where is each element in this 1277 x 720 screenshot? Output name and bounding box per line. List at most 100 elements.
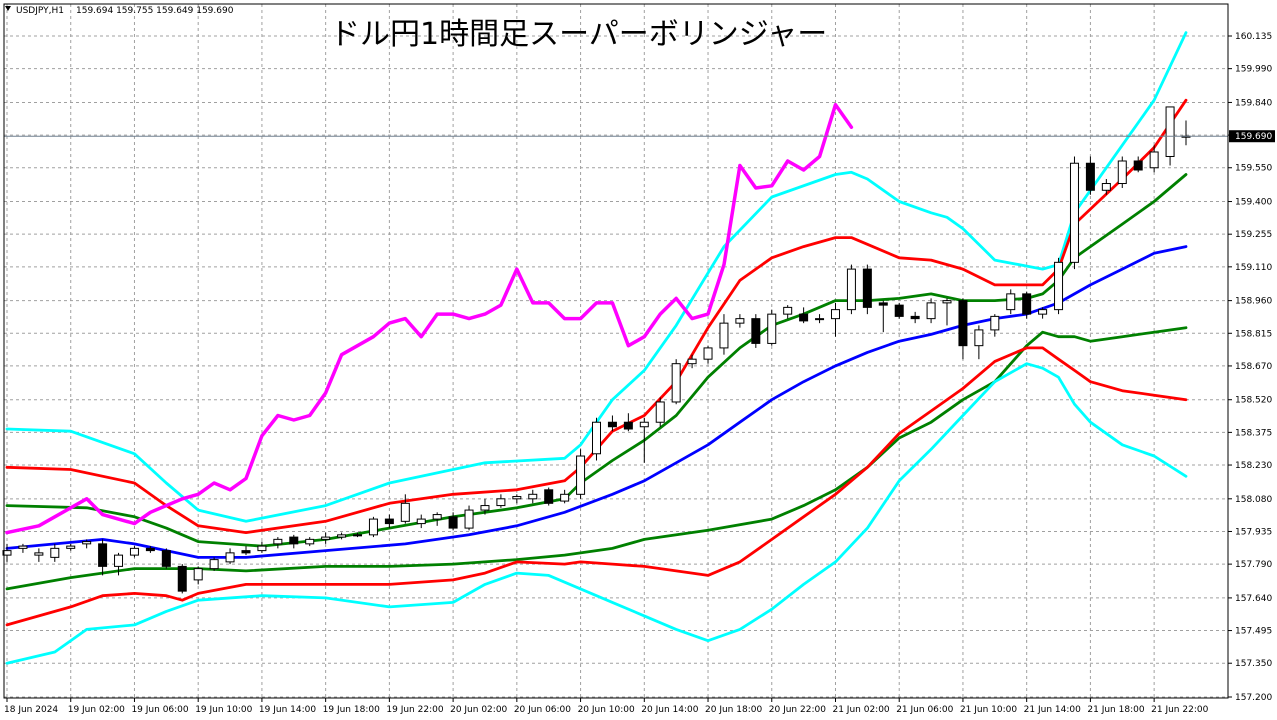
candle: [289, 534, 299, 549]
candle: [974, 325, 984, 360]
x-tick-label: 18 Jun 2024: [4, 705, 58, 715]
candle-body: [751, 318, 761, 344]
candle-body: [1101, 183, 1111, 191]
candle-body: [878, 302, 888, 306]
candle-body: [512, 496, 522, 500]
candle-body: [432, 514, 442, 520]
series-line-2: [5, 173, 1188, 548]
candle: [34, 548, 44, 562]
y-tick-label: 157.350: [1235, 659, 1272, 669]
candle: [305, 537, 315, 547]
candle: [671, 359, 681, 405]
candle-body: [114, 554, 124, 567]
candle-body: [576, 455, 586, 495]
candle: [1101, 179, 1111, 195]
candle: [544, 487, 554, 506]
candle: [82, 539, 92, 549]
y-tick-label: 159.840: [1235, 98, 1272, 108]
candle: [1054, 257, 1064, 315]
candle-body: [257, 545, 267, 552]
candle: [990, 314, 1000, 337]
y-tick-label: 159.400: [1235, 198, 1272, 208]
candle-body: [305, 538, 315, 545]
candle-body: [735, 318, 745, 324]
candle-body: [846, 268, 856, 311]
bollinger-bands: [5, 31, 1188, 665]
candle: [337, 532, 347, 540]
candle-body: [655, 401, 665, 423]
candle-body: [942, 300, 952, 304]
candle-body: [145, 547, 155, 552]
candle: [161, 548, 171, 569]
candle: [2, 543, 12, 562]
x-tick-label: 20 Jun 22:00: [769, 705, 826, 715]
candle: [1038, 307, 1048, 319]
candle: [368, 516, 378, 538]
candle-body: [177, 565, 187, 592]
candle: [894, 302, 904, 319]
y-tick-label: 159.255: [1235, 230, 1272, 240]
candle: [432, 512, 442, 526]
candle-body: [639, 421, 649, 428]
candle-body: [974, 329, 984, 347]
candle: [480, 498, 490, 515]
y-tick-label: 158.670: [1235, 362, 1272, 372]
candle: [273, 537, 283, 549]
candle-body: [209, 559, 219, 570]
y-tick-label: 159.550: [1235, 164, 1272, 174]
candle: [496, 494, 506, 508]
candle: [1149, 145, 1159, 173]
x-tick-label: 19 Jun 02:00: [68, 705, 125, 715]
chart-title: ドル円1時間足スーパーボリンジャー: [330, 17, 827, 52]
candle: [719, 314, 729, 355]
candle: [942, 298, 952, 326]
candle-body: [719, 322, 729, 349]
candle: [464, 505, 474, 531]
candle: [576, 449, 586, 499]
candle-body: [592, 421, 601, 455]
candle-body: [528, 493, 538, 500]
candle-body: [50, 547, 60, 558]
candle-body: [607, 421, 617, 428]
candle: [209, 557, 219, 571]
series-line-1: [5, 98, 1188, 534]
candle-body: [560, 493, 570, 502]
candle: [114, 552, 124, 576]
candle-body: [815, 318, 825, 321]
candle-body: [910, 315, 920, 320]
x-tick-label: 19 Jun 18:00: [323, 705, 380, 715]
y-tick-label: 157.495: [1235, 627, 1272, 637]
candle: [512, 494, 522, 504]
candle: [830, 302, 840, 337]
candle: [1022, 291, 1032, 319]
candle-body: [337, 534, 347, 538]
y-tick-label: 158.960: [1235, 297, 1272, 307]
candle-body: [273, 538, 283, 545]
candle-body: [703, 347, 713, 360]
candle-body: [353, 534, 363, 537]
current-price-tag: [1229, 130, 1275, 143]
ohlc-label: 159.694 159.755 159.649 159.690: [76, 6, 234, 16]
candle: [1117, 156, 1127, 189]
candle-body: [321, 536, 331, 540]
y-tick-label: 160.135: [1235, 32, 1272, 42]
candle: [592, 417, 601, 461]
y-tick-label: 158.230: [1235, 461, 1272, 471]
candle: [703, 345, 713, 364]
series-line-0: [5, 31, 1188, 523]
candle-body: [1069, 162, 1079, 263]
candle: [815, 314, 825, 324]
plot-frame: [3, 3, 1229, 699]
candle-body: [671, 363, 681, 403]
candle-body: [98, 543, 108, 567]
candle-body: [687, 358, 697, 365]
x-axis: 18 Jun 2024 19 Jun 02:00 19 Jun 06:00 19 Ju…: [4, 698, 1209, 715]
y-tick-label: 158.375: [1235, 428, 1272, 438]
candle-body: [990, 315, 1000, 331]
candle: [655, 397, 665, 427]
x-tick-label: 21 Jun 22:00: [1151, 705, 1208, 715]
symbol-label: USDJPY,H1: [16, 6, 64, 16]
x-tick-label: 21 Jun 10:00: [960, 705, 1017, 715]
collapse-triangle-icon[interactable]: [5, 6, 11, 11]
